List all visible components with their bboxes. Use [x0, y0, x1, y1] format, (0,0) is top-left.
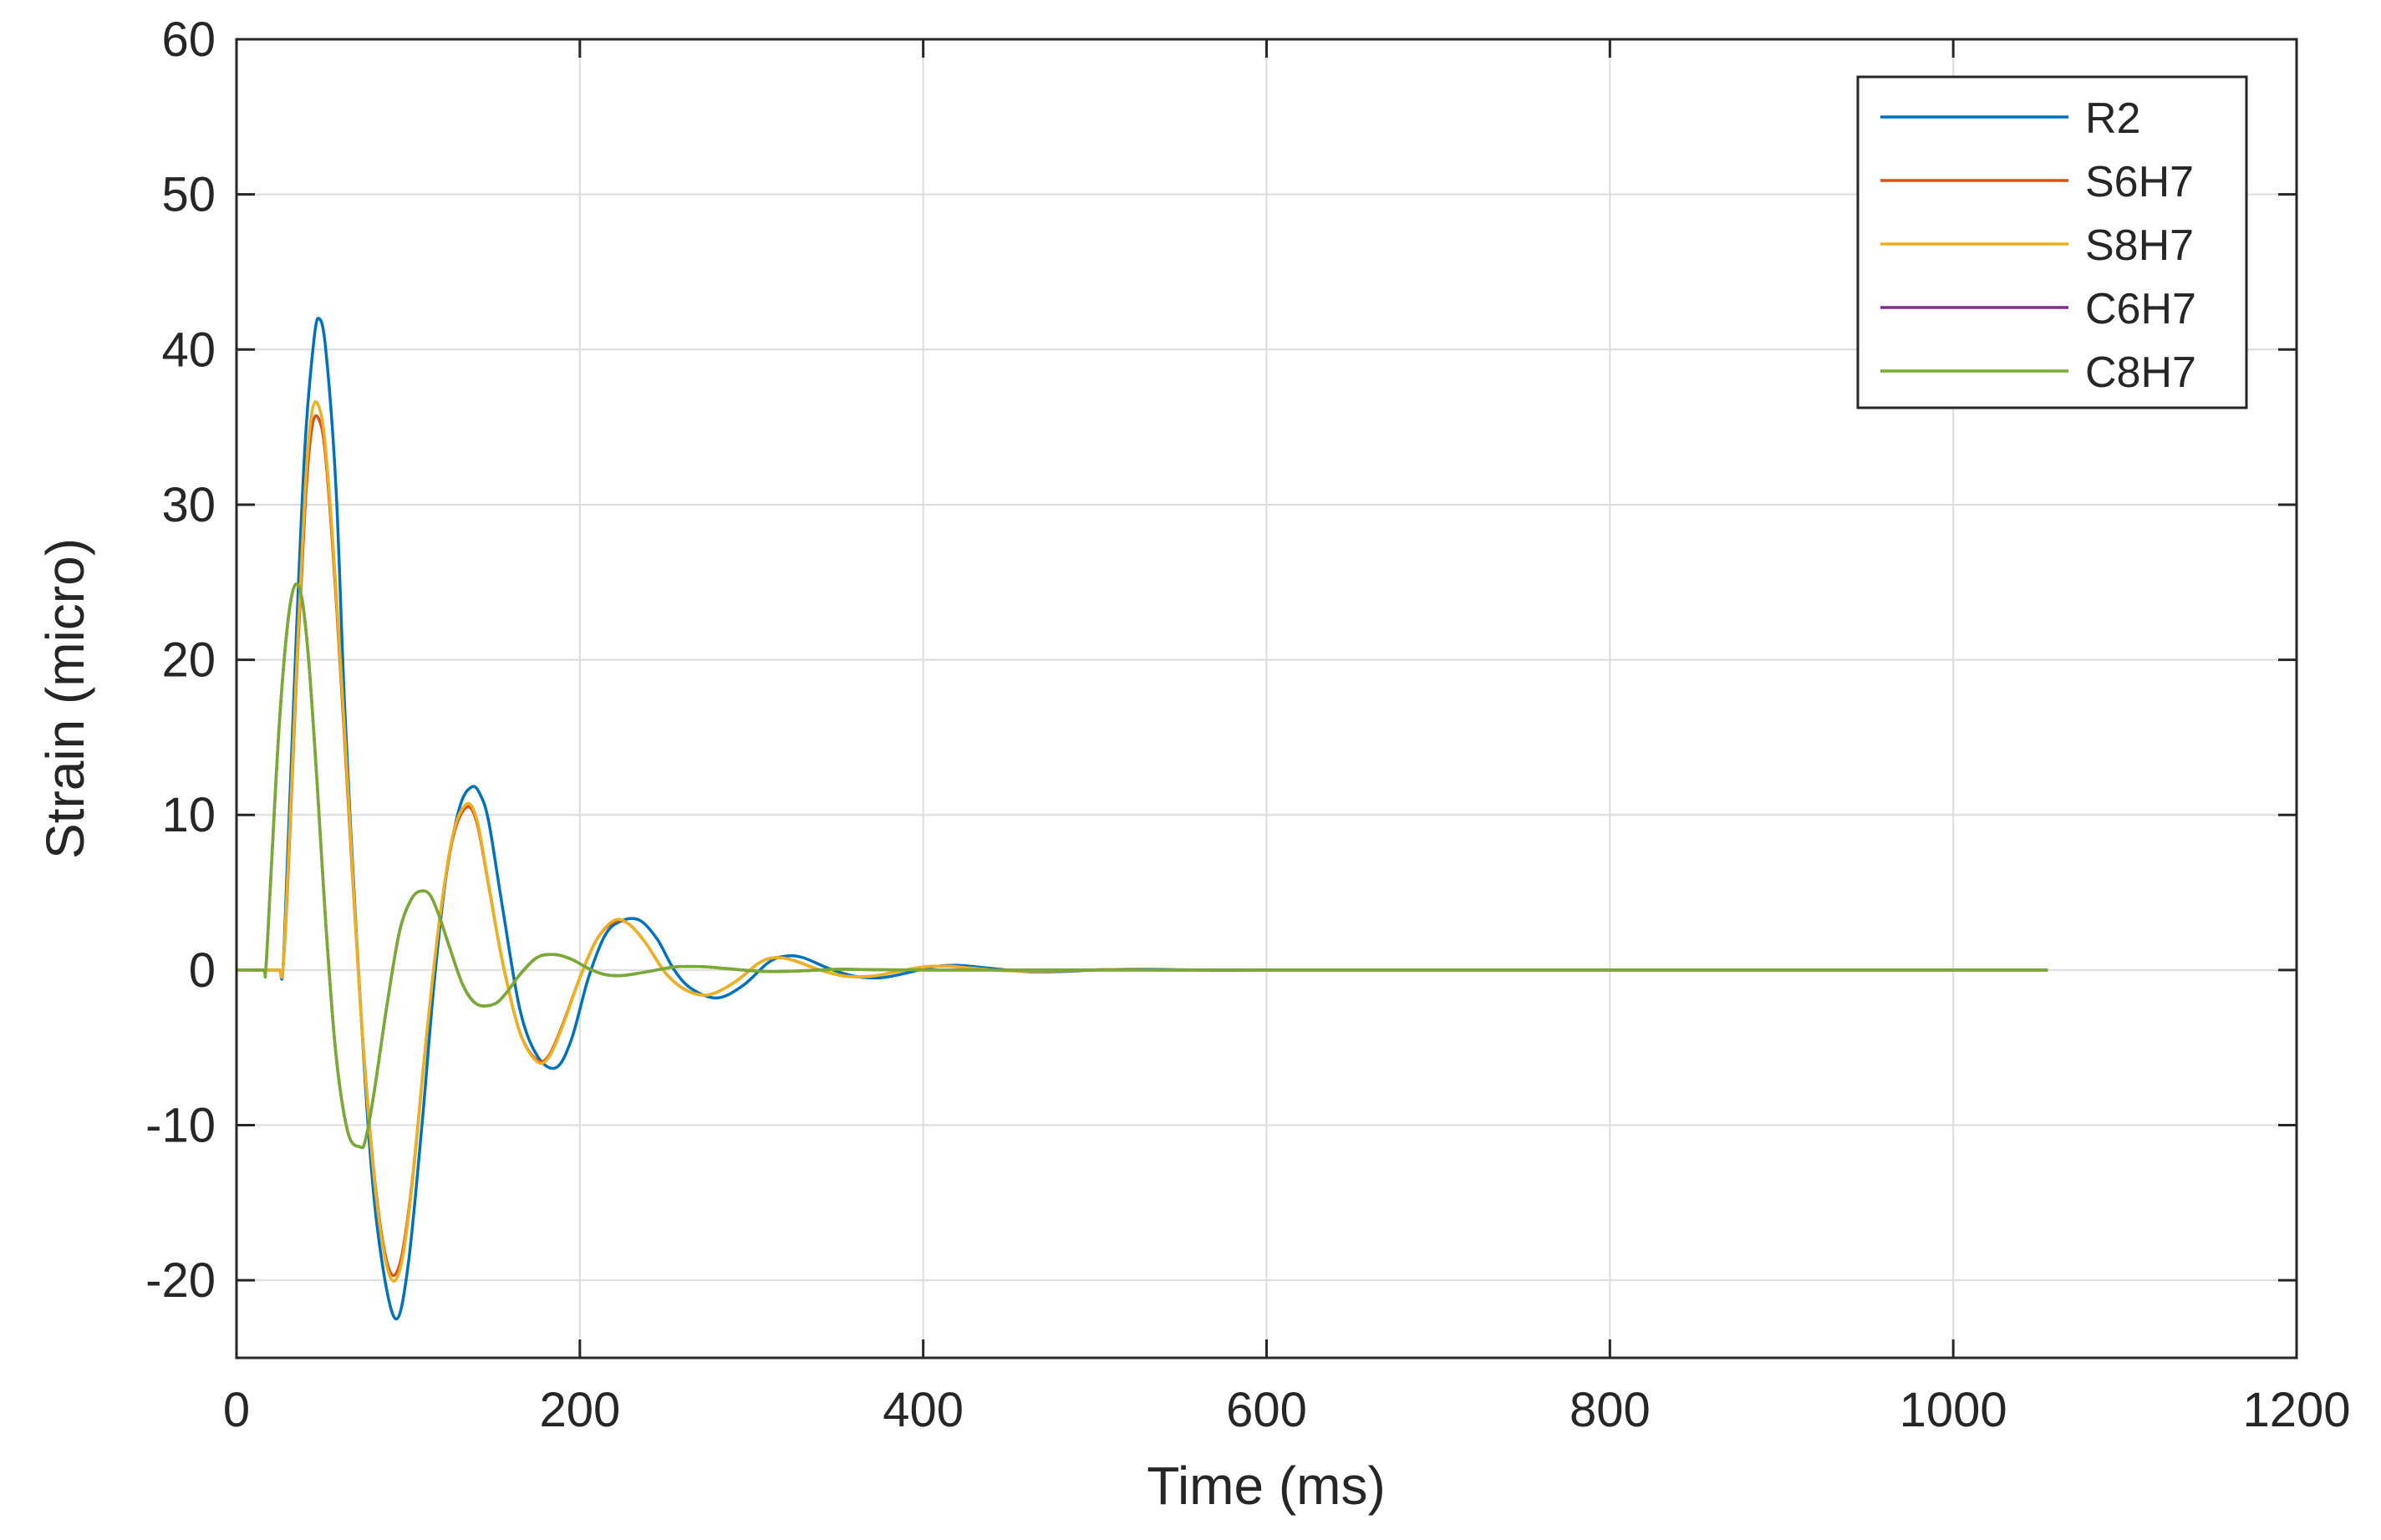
x-tick-label: 1200	[2242, 1383, 2350, 1437]
x-tick-labels: 0 200 400 600 800 1000 1200	[223, 1383, 2351, 1437]
y-tick-label: 40	[161, 323, 216, 377]
x-tick-label: 600	[1226, 1383, 1307, 1437]
y-tick-label: 0	[189, 943, 216, 998]
y-tick-label: 20	[161, 633, 216, 688]
y-axis-title: Strain (micro)	[35, 538, 95, 859]
plot-area-frame	[235, 38, 2298, 1360]
y-tick-label: 50	[161, 168, 216, 222]
x-tick-label: 1000	[1900, 1383, 2007, 1437]
x-tick-label: 800	[1570, 1383, 1651, 1437]
legend-label: R2	[2085, 94, 2140, 143]
y-tick-label: 30	[161, 478, 216, 532]
y-tick-label: 60	[161, 13, 216, 67]
legend-label: C6H7	[2085, 285, 2196, 333]
x-axis-title: Time (ms)	[1147, 1456, 1386, 1516]
x-tick-label: 400	[883, 1383, 964, 1437]
x-tick-label: 0	[223, 1383, 250, 1437]
legend-label: S6H7	[2085, 158, 2194, 206]
x-tick-label: 200	[539, 1383, 620, 1437]
series-line-c8h7	[237, 582, 2048, 1150]
y-tick-label: 10	[161, 788, 216, 842]
legend-label: S8H7	[2085, 221, 2194, 270]
legend: R2 S6H7 S8H7 C6H7 C8H7	[1856, 75, 2248, 409]
series-lines	[237, 317, 2048, 1321]
legend-label: C8H7	[2085, 348, 2196, 397]
y-tick-labels: -20 -10 0 10 20 30 40 50 60	[145, 13, 216, 1308]
legend-box	[1856, 75, 2248, 409]
legend-entries: R2 S6H7 S8H7 C6H7 C8H7	[1880, 94, 2196, 397]
y-tick-label: -20	[145, 1253, 216, 1308]
y-tick-label: -10	[145, 1099, 216, 1153]
